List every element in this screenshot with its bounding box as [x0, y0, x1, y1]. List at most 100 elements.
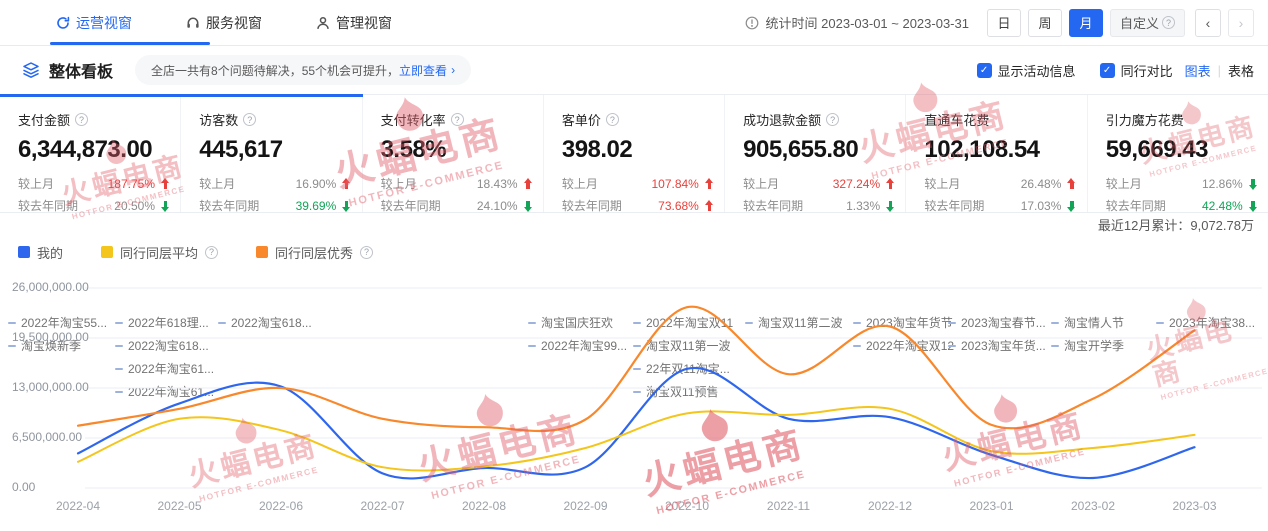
compare-percent: 26.48% — [1020, 176, 1062, 191]
tab-label: 运营视窗 — [76, 14, 132, 31]
help-icon[interactable]: ? — [205, 245, 219, 259]
annotation-marker — [853, 344, 861, 347]
legend-item-1[interactable]: 我的 — [18, 243, 63, 262]
y-axis-label: 13,000,000.00 — [12, 380, 89, 394]
kpi-value: 445,617 — [199, 136, 283, 163]
range-button-label: 自定义 — [1119, 16, 1159, 31]
headset-icon — [186, 16, 200, 30]
x-axis-label: 2022-05 — [157, 499, 202, 513]
compare-label: 较上月 — [18, 177, 55, 191]
annotation-marker — [948, 344, 956, 347]
checkbox[interactable]: ✓ — [1099, 62, 1115, 78]
chart-legend: 我的 同行同层平均? 同行同层优秀? — [0, 239, 1268, 265]
kpi-card-2[interactable]: 访客数? 445,617 较上月 16.90% 较去年同期 39.69% — [181, 95, 363, 213]
arrow-down-icon — [1067, 200, 1076, 212]
range-button-label: 日 — [997, 16, 1011, 31]
annotation-label: 淘宝焕新季 — [21, 339, 82, 353]
x-axis-label: 2022-08 — [461, 499, 507, 513]
next-period-button[interactable]: › — [1228, 8, 1254, 37]
kpi-active-indicator — [0, 94, 363, 97]
header-tab-1[interactable]: 运营视窗 — [50, 0, 210, 45]
event-annotation: 2022年淘宝61... — [115, 360, 214, 377]
kpi-compare-row: 较上月 187.75% — [18, 175, 170, 192]
compare-percent: 16.90% — [295, 176, 337, 191]
range-button-label: 月 — [1079, 16, 1093, 31]
header-tab-2[interactable]: 服务视窗 — [186, 0, 262, 45]
help-icon[interactable]: ? — [75, 113, 89, 126]
compare-label: 较上月 — [199, 177, 236, 191]
range-button-月[interactable]: 月 — [1068, 8, 1103, 37]
annotation-label: 2022淘宝618... — [128, 339, 209, 353]
kpi-card-3[interactable]: 支付转化率? 3.58% 较上月 18.43% 较去年同期 24.10% — [363, 95, 544, 213]
view-now-link[interactable]: 立即查看 — [399, 63, 448, 78]
compare-percent: 20.50% — [114, 198, 155, 213]
series-line-3 — [76, 305, 1196, 433]
stat-time: 统计时间 2023-03-01 ~ 2023-03-31 — [745, 13, 969, 32]
annotation-marker — [115, 390, 123, 393]
kpi-compare-row: 较上月 107.84% — [562, 175, 714, 192]
kpi-card-4[interactable]: 客单价? 398.02 较上月 107.84% 较去年同期 73.68% — [544, 95, 726, 214]
kpi-compare-row: 较去年同期 17.03% — [924, 197, 1076, 214]
range-button-周[interactable]: 周 — [1027, 8, 1062, 37]
top-header: 运营视窗 服务视窗 管理视窗 统计时间 2023-03-01 ~ 2023-03-3… — [0, 0, 1268, 46]
kpi-card-1[interactable]: 支付金额? 6,344,873.00 较上月 187.75% 较去年同期 20.50% — [0, 95, 182, 213]
annotation-label: 2022淘宝618... — [231, 316, 312, 330]
help-icon[interactable]: ? — [826, 113, 840, 126]
header-tabs: 运营视窗 服务视窗 管理视窗 — [16, 0, 406, 45]
kpi-card-5[interactable]: 成功退款金额? 905,655.80 较上月 327.24% 较去年同期 1.33% — [725, 95, 907, 214]
tab-label: 管理视窗 — [336, 14, 392, 31]
view-table-option[interactable]: 表格 — [1227, 63, 1254, 79]
annotation-marker — [1051, 344, 1059, 347]
prev-period-button[interactable]: ‹ — [1195, 8, 1221, 37]
help-icon[interactable]: ? — [605, 113, 619, 126]
kpi-compare-row: 较去年同期 73.68% — [562, 197, 714, 214]
event-annotation: 2022年淘宝99... — [528, 337, 627, 354]
range-button-自定义[interactable]: 自定义? — [1109, 8, 1185, 37]
checkbox[interactable]: ✓ — [976, 62, 992, 78]
kpi-card-6[interactable]: 直通车花费 102,108.54 较上月 26.48% 较去年同期 17.03% — [906, 95, 1088, 214]
legend-swatch — [18, 246, 30, 258]
arrow-up-icon — [704, 177, 714, 190]
trend-chart[interactable]: 2022年淘宝55... 淘宝焕新季 2022年618理... 2022淘宝618..… — [0, 265, 1268, 529]
compare-label: 较去年同期 — [561, 199, 622, 213]
legend-item-2[interactable]: 同行同层平均? — [101, 243, 219, 262]
kpi-compare-row: 较去年同期 42.48% — [1106, 197, 1258, 214]
kpi-compare-row: 较去年同期 1.33% — [743, 197, 895, 214]
range-button-label: 周 — [1038, 16, 1052, 31]
annotation-label: 2023淘宝春节... — [961, 316, 1046, 330]
event-annotation: 淘宝双11第二波 — [745, 314, 842, 331]
annotation-label: 淘宝双11第一波 — [646, 339, 731, 353]
kpi-value: 905,655.80 — [743, 136, 859, 163]
compare-label: 较去年同期 — [18, 199, 79, 213]
tab-label: 服务视窗 — [206, 14, 262, 31]
event-annotation: 2023年淘宝38... — [1156, 314, 1255, 331]
legend-item-3[interactable]: 同行同层优秀? — [256, 243, 374, 262]
board-title: 整体看板 — [49, 64, 114, 81]
header-tab-3[interactable]: 管理视窗 — [316, 0, 392, 45]
x-axis-label: 2023-03 — [1172, 499, 1217, 513]
checkbox-item-2[interactable]: ✓ 同行对比 — [1099, 61, 1173, 80]
chart-canvas[interactable] — [0, 265, 1268, 529]
compare-percent: 327.24% — [832, 176, 881, 191]
view-chart-option[interactable]: 图表 — [1184, 63, 1211, 79]
y-axis-label: 19,500,000.00 — [12, 330, 89, 344]
annotation-marker — [528, 321, 536, 324]
kpi-card-7[interactable]: 引力魔方花费 59,669.43 较上月 12.86% 较去年同期 42.48% — [1088, 95, 1268, 214]
x-axis-label: 2023-01 — [969, 499, 1014, 513]
annotation-marker — [948, 321, 956, 324]
x-axis-label: 2023-02 — [1070, 499, 1116, 513]
arrow-down-icon — [523, 200, 533, 212]
range-button-日[interactable]: 日 — [986, 8, 1021, 37]
kpi-compare-row: 较上月 12.86% — [1106, 175, 1258, 192]
arrow-down-icon — [1248, 178, 1258, 190]
annotation-label: 2023淘宝年货... — [961, 339, 1046, 353]
help-icon[interactable]: ? — [243, 113, 257, 126]
layers-icon — [22, 61, 40, 79]
rolling-12m-summary: 最近12月累计：9,072.78万 — [1097, 218, 1254, 233]
kpi-value: 6,344,873.00 — [18, 136, 153, 163]
checkbox-item-1[interactable]: ✓ 显示活动信息 — [976, 61, 1076, 80]
help-icon[interactable]: ? — [1162, 16, 1175, 29]
help-icon[interactable]: ? — [360, 245, 374, 259]
help-icon[interactable]: ? — [450, 113, 464, 126]
y-axis-label: 26,000,000.00 — [12, 280, 89, 294]
